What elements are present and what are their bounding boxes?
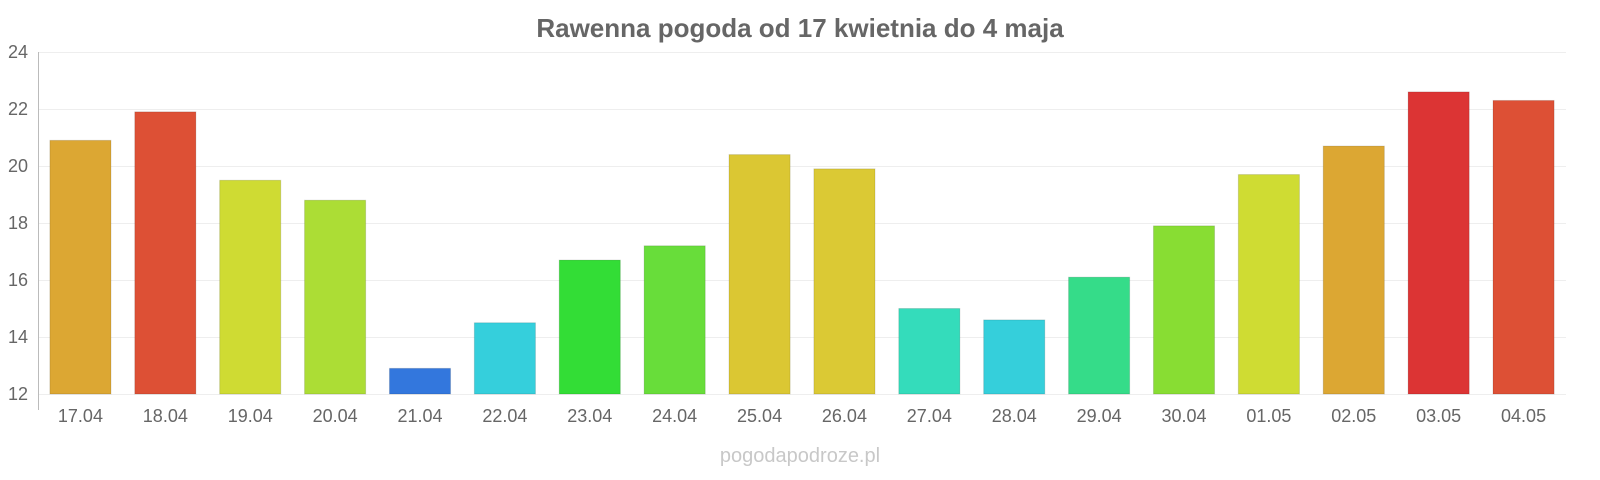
- x-tick-label: 02.05: [1331, 406, 1376, 426]
- bar-20.04: [304, 199, 367, 395]
- y-tick-label: 24: [8, 42, 28, 62]
- bar-23.04: [558, 259, 621, 395]
- x-tick-label: 30.04: [1161, 406, 1206, 426]
- bar-30.04: [1152, 225, 1216, 395]
- bar-21.04: [388, 367, 452, 395]
- bar-03.05: [1407, 91, 1470, 395]
- x-tick-label: 04.05: [1501, 406, 1546, 426]
- x-tick-label: 22.04: [482, 406, 527, 426]
- x-tick-label: 21.04: [397, 406, 442, 426]
- bar-02.05: [1322, 145, 1385, 395]
- y-tick-label: 20: [8, 156, 28, 176]
- bar-18.04: [134, 111, 197, 395]
- y-tick-label: 12: [8, 384, 28, 404]
- x-tick-label: 17.04: [58, 406, 103, 426]
- bar-29.04: [1068, 276, 1131, 395]
- x-tick-label: 27.04: [907, 406, 952, 426]
- y-tick-label: 22: [8, 99, 28, 119]
- bar-01.05: [1237, 174, 1300, 395]
- x-tick-label: 03.05: [1416, 406, 1461, 426]
- x-tick-label: 18.04: [143, 406, 188, 426]
- x-tick-label: 19.04: [228, 406, 273, 426]
- bar-28.04: [983, 319, 1046, 395]
- chart-title: Rawenna pogoda od 17 kwietnia do 4 maja: [536, 13, 1064, 43]
- x-tick-label: 23.04: [567, 406, 612, 426]
- bar-17.04: [49, 139, 112, 395]
- bar-26.04: [813, 168, 876, 395]
- bar-24.04: [643, 245, 706, 395]
- bar-04.05: [1492, 99, 1555, 395]
- x-tick-label: 25.04: [737, 406, 782, 426]
- y-axis-ticks: 12 14 16 18 20 22 24: [8, 42, 28, 404]
- grid-lines: [38, 52, 1566, 395]
- x-tick-label: 26.04: [822, 406, 867, 426]
- y-tick-label: 16: [8, 270, 28, 290]
- y-tick-label: 18: [8, 213, 28, 233]
- y-tick-label: 14: [8, 327, 28, 347]
- watermark: pogodapodroze.pl: [720, 445, 880, 467]
- x-axis-ticks: 17.04 18.04 19.04 20.04 21.04 22.04 23.04 24.04…: [58, 406, 1546, 426]
- bar-25.04: [728, 154, 791, 395]
- bars: [49, 91, 1555, 395]
- bar-22.04: [473, 322, 536, 395]
- x-tick-label: 29.04: [1077, 406, 1122, 426]
- bar-27.04: [898, 308, 961, 395]
- x-tick-label: 28.04: [992, 406, 1037, 426]
- x-tick-label: 01.05: [1246, 406, 1291, 426]
- bar-19.04: [219, 179, 282, 395]
- x-tick-label: 24.04: [652, 406, 697, 426]
- x-tick-label: 20.04: [313, 406, 358, 426]
